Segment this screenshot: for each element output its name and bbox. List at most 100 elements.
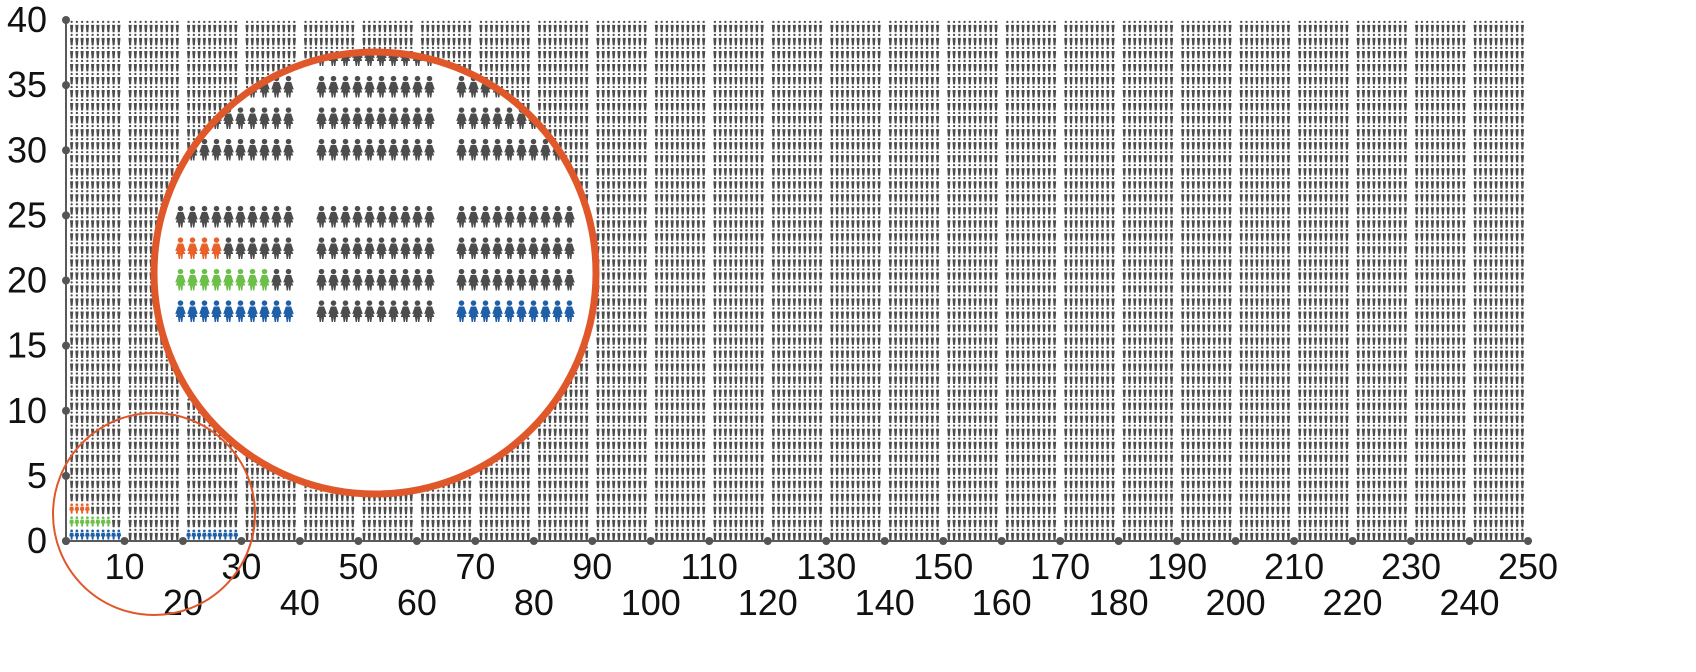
highlighted-person-icon <box>233 529 239 540</box>
x-tick-dot <box>412 537 421 545</box>
x-tick-dot <box>822 537 831 545</box>
x-tick-dot <box>1348 537 1357 545</box>
y-tick-label: 40 <box>7 0 47 40</box>
highlighted-person-icon <box>100 529 106 540</box>
x-tick-label: 50 <box>338 546 378 587</box>
x-tick-dot <box>997 537 1006 545</box>
x-tick-label: 90 <box>572 546 612 587</box>
x-tick-label: 220 <box>1323 582 1383 623</box>
highlighted-person-icon <box>95 516 101 527</box>
highlighted-person-icon <box>100 516 106 527</box>
highlighted-person-icon <box>106 529 111 540</box>
highlighted-person-icon <box>85 529 90 540</box>
x-tick-label: 120 <box>738 582 798 623</box>
x-tick-dot <box>1290 537 1299 545</box>
x-tick-dot <box>1114 537 1123 545</box>
x-tick-dot <box>529 537 538 545</box>
x-tick-label: 210 <box>1264 546 1324 587</box>
x-tick-label: 180 <box>1089 582 1149 623</box>
x-tick-label: 160 <box>972 582 1032 623</box>
x-tick-dot <box>763 537 772 545</box>
axes: 0510152025303540102030405060708090100110… <box>7 0 1558 623</box>
x-tick-label: 190 <box>1147 546 1207 587</box>
y-tick-dot <box>62 276 70 285</box>
highlighted-person-icon <box>69 503 74 514</box>
highlighted-person-icon <box>90 529 95 540</box>
x-tick-dot <box>471 537 480 545</box>
y-tick-dot <box>62 16 70 24</box>
x-tick-dot <box>62 537 70 545</box>
highlighted-person-icon <box>74 529 80 540</box>
y-tick-label: 20 <box>7 260 47 301</box>
x-tick-dot <box>120 537 129 545</box>
highlighted-person-icon <box>116 529 122 540</box>
x-tick-dot <box>880 537 889 545</box>
x-tick-label: 150 <box>913 546 973 587</box>
x-tick-label: 130 <box>796 546 856 587</box>
x-tick-label: 230 <box>1381 546 1441 587</box>
y-tick-dot <box>62 146 70 155</box>
highlighted-person-icon <box>186 529 191 540</box>
x-tick-dot <box>237 537 246 545</box>
highlighted-person-icon <box>85 516 90 527</box>
highlighted-person-icon <box>85 503 90 514</box>
highlighted-person-icon <box>223 529 228 540</box>
y-tick-label: 5 <box>27 455 47 496</box>
highlighted-person-icon <box>202 529 207 540</box>
magnifier-source-circle <box>52 412 256 616</box>
x-tick-dot <box>354 537 363 545</box>
highlighted-person-icon <box>74 516 80 527</box>
x-tick-label: 80 <box>514 582 554 623</box>
x-tick-label: 140 <box>855 582 915 623</box>
x-tick-label: 70 <box>455 546 495 587</box>
y-tick-label: 30 <box>7 129 47 170</box>
highlighted-person-icon <box>74 503 80 514</box>
x-tick-dot <box>1056 537 1065 545</box>
y-tick-dot <box>62 471 70 480</box>
highlighted-person-icon <box>106 516 111 527</box>
highlighted-person-icon <box>191 529 197 540</box>
x-tick-dot <box>1231 537 1240 545</box>
x-tick-label: 10 <box>104 546 144 587</box>
highlighted-person-icon <box>69 516 74 527</box>
x-tick-label: 250 <box>1498 546 1558 587</box>
magnifier-lens-ring <box>150 48 600 498</box>
magnified-person-icon <box>528 52 539 66</box>
highlighted-person-icon <box>79 529 85 540</box>
magnifier <box>52 48 600 616</box>
x-tick-dot <box>1524 537 1532 545</box>
x-tick-label: 200 <box>1206 582 1266 623</box>
x-tick-dot <box>939 537 948 545</box>
x-tick-dot <box>646 537 655 545</box>
x-tick-dot <box>178 537 187 545</box>
x-tick-label: 20 <box>163 582 203 623</box>
y-tick-label: 35 <box>7 64 47 105</box>
x-tick-dot <box>1173 537 1182 545</box>
highlighted-person-icon <box>90 516 95 527</box>
x-tick-dot <box>295 537 304 545</box>
y-tick-label: 15 <box>7 325 47 366</box>
highlighted-person-icon <box>79 516 85 527</box>
highlighted-person-icon <box>212 529 218 540</box>
highlighted-person-icon <box>217 529 223 540</box>
highlighted-person-icon <box>79 503 85 514</box>
magnified-person-icon <box>528 75 539 98</box>
y-tick-label: 10 <box>7 390 47 431</box>
y-tick-dot <box>62 81 70 90</box>
x-tick-label: 60 <box>397 582 437 623</box>
highlighted-person-icon <box>95 529 101 540</box>
x-tick-dot <box>705 537 714 545</box>
x-tick-label: 110 <box>681 546 738 587</box>
x-tick-dot <box>1407 537 1416 545</box>
x-tick-label: 170 <box>1030 546 1090 587</box>
highlighted-person-icon <box>69 529 74 540</box>
x-tick-dot <box>1465 537 1474 545</box>
x-tick-label: 240 <box>1439 582 1499 623</box>
y-tick-label: 0 <box>27 520 47 561</box>
x-tick-label: 100 <box>621 582 681 623</box>
highlighted-person-icon <box>111 529 116 540</box>
highlighted-person-icon <box>196 529 202 540</box>
y-tick-label: 25 <box>7 194 47 235</box>
y-tick-dot <box>62 211 70 220</box>
